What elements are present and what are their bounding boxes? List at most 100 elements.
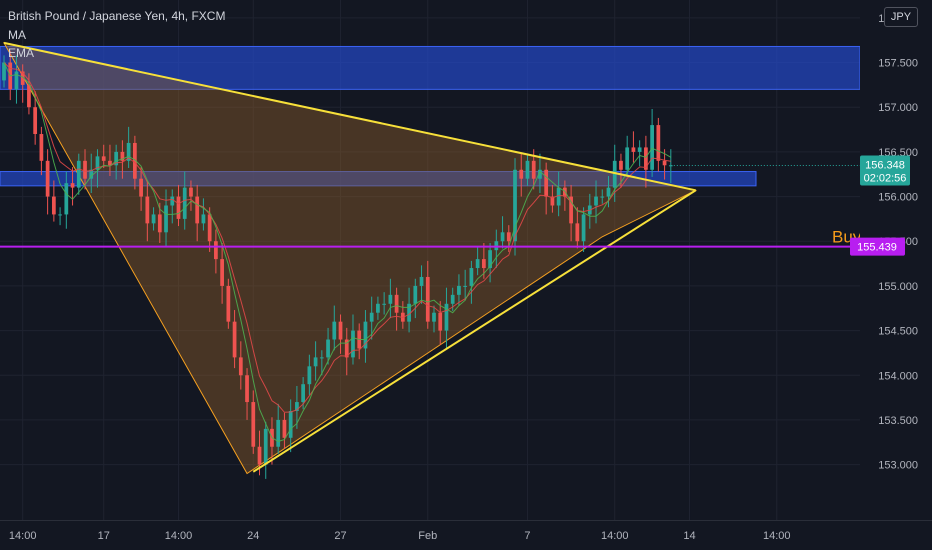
candle-body	[145, 196, 150, 224]
currency-button[interactable]: JPY	[884, 7, 918, 27]
candle-body	[407, 303, 411, 322]
time-axis-bg	[0, 520, 932, 550]
candle-body	[157, 214, 162, 233]
candle-body	[33, 107, 38, 135]
candle-body	[575, 223, 580, 242]
candle-body	[450, 294, 455, 304]
candle-body	[594, 196, 598, 206]
candle-body	[369, 312, 374, 322]
candle-body	[625, 147, 630, 170]
candle-body	[525, 160, 530, 179]
candle-body	[488, 250, 492, 269]
candle-body	[288, 410, 293, 438]
candle-body	[70, 183, 75, 188]
candle-body	[463, 285, 468, 287]
candle-body	[257, 446, 262, 465]
candle-body	[238, 357, 243, 376]
candle-body	[481, 259, 486, 269]
bar-countdown: 02:02:56	[864, 172, 907, 184]
candle-body	[232, 321, 237, 358]
candle-body	[644, 147, 648, 170]
y-tick-label: 154.500	[878, 326, 918, 338]
candle-body	[2, 62, 6, 81]
candle-body	[39, 134, 44, 161]
trendline	[3, 41, 696, 192]
candle-body	[108, 160, 112, 166]
y-tick-label: 153.500	[878, 415, 918, 427]
candle-body	[550, 196, 555, 206]
y-tick-label: 157.000	[878, 102, 918, 114]
candle-body	[600, 196, 605, 198]
y-tick-label: 157.500	[878, 58, 918, 70]
last-price-value: 156.348	[865, 159, 905, 171]
candle-body	[151, 214, 156, 224]
candle-body	[475, 259, 480, 269]
candle-body	[338, 321, 343, 340]
level-price-value: 155.439	[857, 242, 897, 254]
candle-body	[413, 285, 418, 304]
indicator-ema-label[interactable]: EMA	[8, 46, 35, 60]
candle-body	[139, 178, 143, 197]
candle-body	[612, 160, 617, 188]
zones	[0, 45, 861, 187]
candle-body	[126, 142, 131, 161]
candle-body	[114, 151, 119, 166]
x-tick-label: 14:00	[763, 530, 791, 542]
candle-body	[170, 196, 175, 206]
candle-body	[319, 357, 324, 359]
supply-zone	[0, 171, 757, 187]
candle-body	[581, 214, 586, 242]
candle-body	[195, 196, 200, 224]
candle-body	[214, 241, 218, 260]
candle-body	[295, 402, 299, 411]
price-axis-bg	[860, 0, 932, 550]
x-tick-label: Feb	[418, 530, 437, 542]
y-tick-label: 154.000	[878, 370, 918, 382]
candle-body	[506, 232, 511, 242]
candle-body	[376, 303, 380, 313]
candle-body	[176, 196, 181, 219]
candle-body	[656, 125, 661, 161]
chart-title: British Pound / Japanese Yen, 4h, FXCM	[8, 9, 226, 23]
candle-body	[500, 232, 505, 242]
candle-body	[251, 402, 256, 447]
level-price-tag	[850, 237, 905, 256]
y-tick-label: 153.000	[878, 460, 918, 472]
candle-body	[245, 375, 249, 403]
candle-body	[513, 169, 517, 242]
x-tick-label: 14:00	[165, 530, 193, 542]
candle-body	[201, 214, 206, 224]
candle-body	[556, 187, 561, 206]
indicator-ma-label[interactable]: MA	[8, 28, 26, 42]
candle-body	[344, 339, 349, 358]
candle-body	[469, 268, 474, 286]
candle-body	[226, 285, 231, 322]
candle-body	[220, 259, 224, 286]
candle-body	[351, 330, 355, 358]
candle-body	[307, 366, 312, 385]
candle-body	[438, 312, 443, 331]
candle-body	[27, 84, 31, 108]
candle-body	[457, 285, 461, 295]
candle-body	[101, 156, 106, 161]
candle-body	[207, 214, 212, 242]
candle-body	[569, 196, 573, 224]
y-tick-label: 156.000	[878, 192, 918, 204]
candle-body	[282, 419, 287, 438]
candle-body	[301, 384, 305, 403]
candle-body	[182, 187, 187, 219]
candle-body	[631, 147, 636, 152]
x-tick-label: 7	[524, 530, 530, 542]
x-tick-label: 14:00	[9, 530, 37, 542]
candle-body	[83, 160, 87, 179]
candle-body	[58, 214, 62, 216]
candle-body	[419, 276, 424, 286]
candle-body	[189, 187, 193, 197]
y-tick-label: 155.000	[878, 281, 918, 293]
trendlines	[3, 41, 697, 473]
candle-body	[95, 156, 100, 170]
candle-body	[313, 357, 318, 367]
